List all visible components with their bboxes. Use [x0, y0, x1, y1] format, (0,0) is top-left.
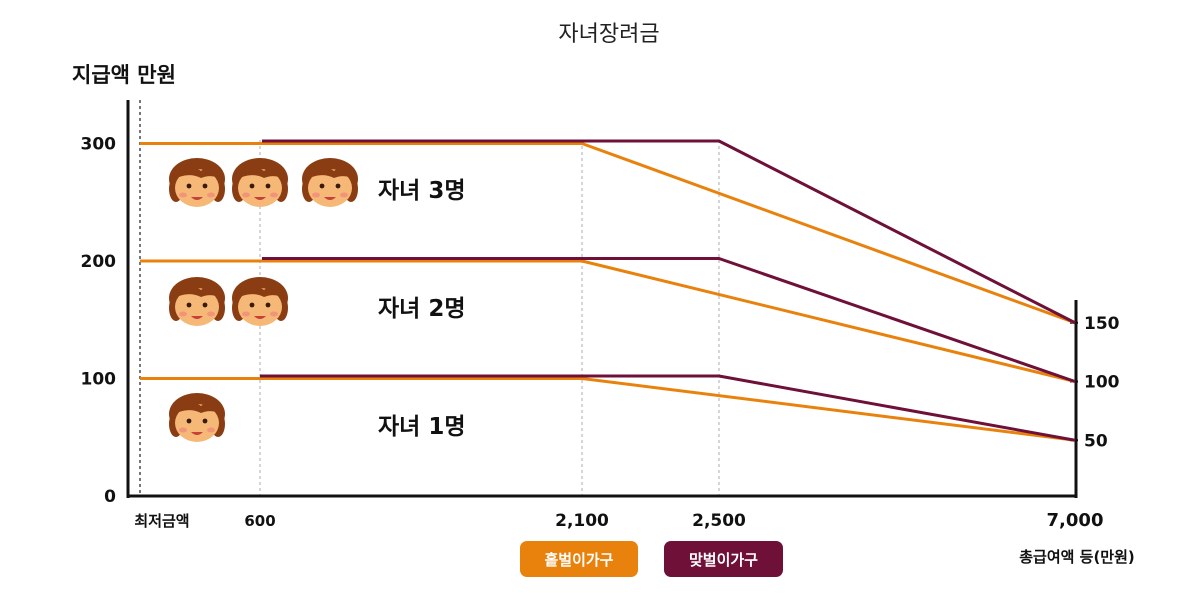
x-axis-label: 총급여액 등(만원) [1019, 548, 1135, 566]
group-label: 자녀 3명 [378, 178, 466, 204]
y-tick-label: 200 [81, 252, 117, 272]
single-income-line [140, 377, 1076, 442]
x-tick-label: 600 [244, 512, 275, 530]
legend: 홑벌이가구 맞벌이가구 [520, 541, 783, 577]
child-face-icon [169, 277, 225, 326]
x-tick-label: 최저금액 [134, 512, 189, 530]
right-tick-label: 150 [1084, 314, 1120, 334]
x-tick-label: 2,500 [692, 511, 746, 531]
dual-income-line [260, 374, 1076, 442]
x-tick-label: 7,000 [1047, 510, 1104, 531]
child-face-icon [232, 158, 288, 207]
axes [126, 100, 1078, 498]
child-faces [169, 158, 358, 442]
y-tick-label: 300 [81, 135, 117, 155]
x-tick-label: 2,100 [555, 511, 609, 531]
y-axis-label: 지급액 만원 [72, 63, 176, 87]
single-income-line [140, 259, 1076, 383]
right-tick-label: 100 [1084, 373, 1120, 393]
tick-labels: 0 100 200 300 150 100 50 최저금액 600 2,100 2,500 7,000 [81, 135, 1120, 532]
group-label: 자녀 1명 [378, 414, 466, 440]
chart-title: 자녀장려금 [558, 22, 659, 47]
legend-dual: 맞벌이가구 [664, 541, 783, 577]
dual-income-line [262, 139, 1076, 325]
y-tick-label: 0 [104, 487, 116, 507]
legend-label: 홑벌이가구 [544, 551, 613, 569]
legend-label: 맞벌이가구 [689, 551, 758, 569]
grid-lines [139, 100, 720, 496]
child-face-icon [232, 277, 288, 326]
child-face-icon [302, 158, 358, 207]
y-tick-label: 100 [81, 370, 117, 390]
group-label: 자녀 2명 [378, 296, 466, 322]
legend-swatch [520, 541, 638, 577]
series-lines [140, 139, 1076, 442]
legend-single: 홑벌이가구 [520, 541, 638, 577]
legend-swatch [664, 541, 783, 577]
child-face-icon [169, 393, 225, 442]
right-tick-label: 50 [1084, 431, 1108, 451]
single-income-line [140, 142, 1076, 325]
child-face-icon [169, 158, 225, 207]
dual-income-line [262, 257, 1076, 383]
